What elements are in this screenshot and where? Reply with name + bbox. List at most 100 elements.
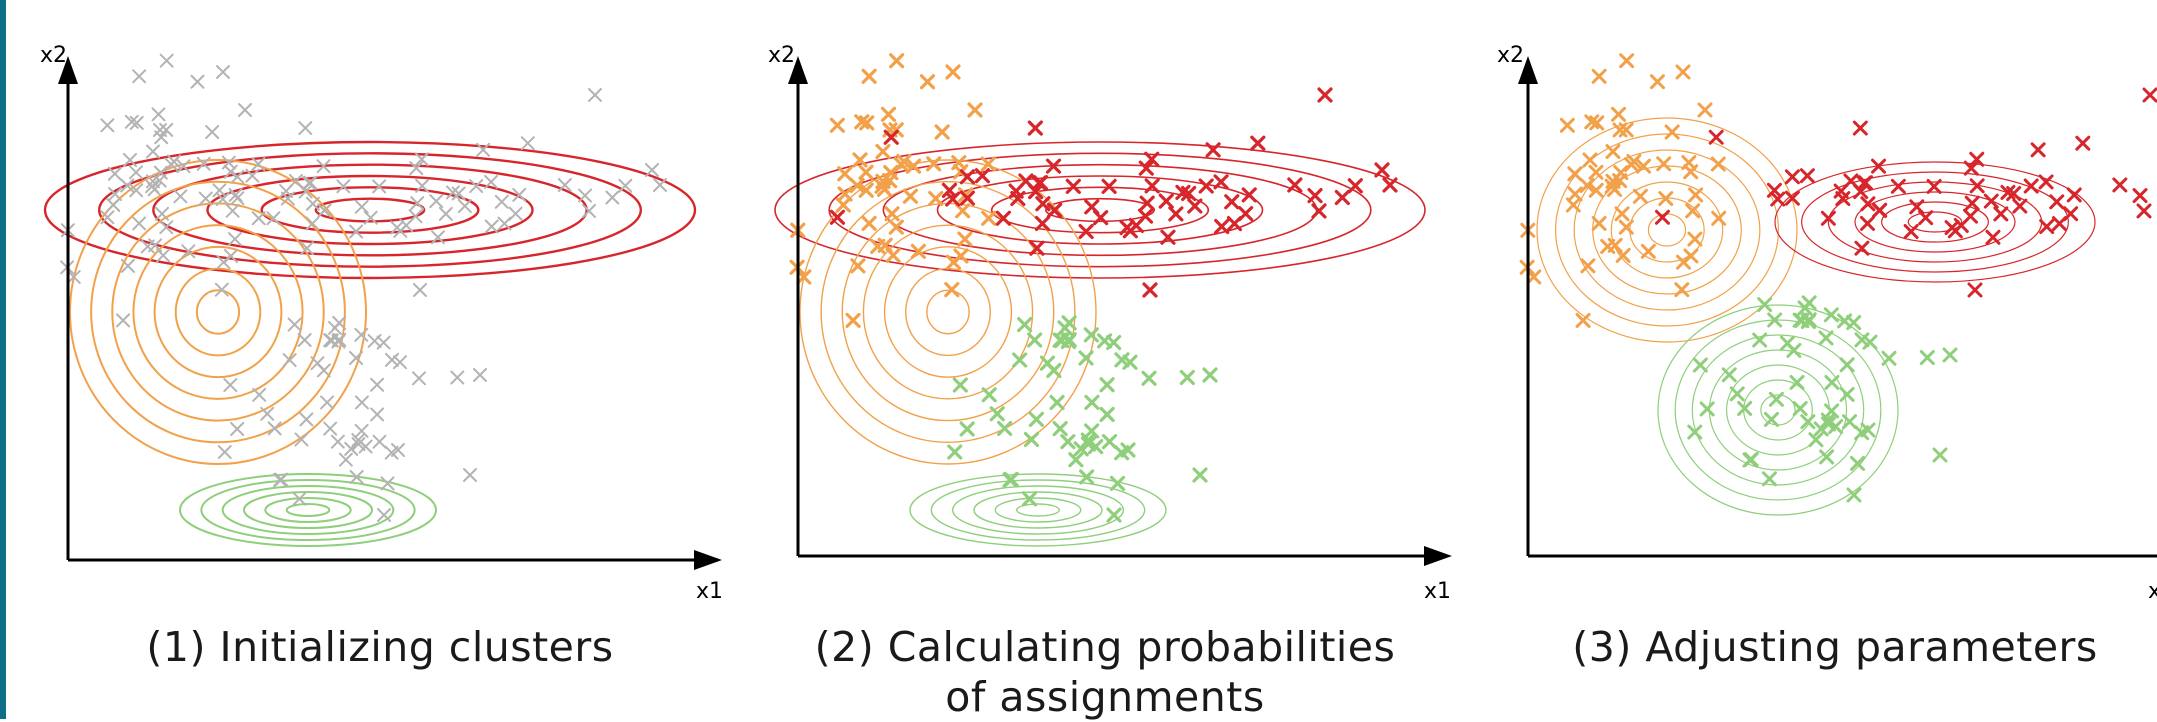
green-point	[1002, 472, 1018, 488]
panel-3-axes: x2 x1	[1497, 43, 2157, 604]
red-point	[1374, 162, 1390, 178]
red-point	[1010, 190, 1026, 207]
data-point	[100, 210, 115, 225]
data-point	[438, 206, 453, 221]
red-point	[883, 129, 899, 145]
data-point	[305, 196, 320, 211]
orange-point	[1675, 64, 1691, 80]
data-point	[497, 216, 512, 231]
red-cluster-contour	[936, 175, 1264, 245]
red-point	[829, 209, 846, 225]
red-cluster-contour	[1881, 201, 1989, 243]
red-point	[1168, 206, 1184, 222]
orange-cluster-contour	[111, 202, 325, 422]
orange-cluster-contour	[174, 267, 262, 357]
orange-cluster-contour	[1536, 117, 1798, 343]
red-point	[1198, 178, 1214, 194]
orange-point	[1623, 157, 1639, 173]
red-point	[1859, 215, 1875, 231]
orange-point	[875, 143, 891, 160]
red-point	[1963, 160, 1979, 176]
data-point	[297, 333, 312, 347]
red-cluster-contour	[774, 141, 1426, 279]
orange-point	[1687, 231, 1703, 247]
data-point	[299, 412, 314, 427]
green-point	[997, 420, 1013, 436]
red-point	[1205, 142, 1221, 158]
data-point	[328, 320, 343, 335]
red-point	[2075, 135, 2091, 151]
green-point	[989, 406, 1005, 422]
red-point	[2066, 187, 2082, 203]
left-accent-bar	[0, 0, 6, 719]
caption-panel-3: (3) Adjusting parameters	[1572, 623, 2098, 671]
red-point	[1820, 210, 1836, 226]
data-point	[323, 421, 338, 436]
data-point	[181, 244, 196, 259]
y-axis-arrow	[1518, 56, 1538, 84]
red-point	[959, 190, 975, 206]
orange-point	[852, 152, 868, 168]
red-point	[1857, 175, 1873, 191]
data-point	[145, 144, 160, 159]
orange-point	[1674, 282, 1690, 298]
data-point	[108, 187, 123, 202]
green-cluster-contour	[285, 503, 331, 517]
green-point	[1202, 367, 1218, 383]
red-point	[1964, 195, 1980, 211]
data-point	[305, 216, 320, 231]
orange-point	[944, 282, 960, 298]
red-point	[2112, 177, 2128, 193]
green-point	[1052, 332, 1068, 348]
orange-point	[1575, 312, 1591, 328]
orange-point	[1589, 115, 1605, 131]
green-cluster-contour	[1708, 349, 1848, 471]
red-point	[1028, 183, 1044, 200]
data-point	[282, 353, 297, 368]
red-cluster-contour	[1854, 191, 2016, 253]
orange-point	[1683, 164, 1699, 180]
data-point	[251, 157, 266, 172]
x-axis-arrow	[1424, 546, 1452, 566]
green-point	[1721, 367, 1737, 383]
data-point	[578, 188, 593, 203]
red-point	[1871, 203, 1887, 219]
green-point	[1028, 411, 1045, 427]
orange-point	[888, 219, 904, 235]
green-point	[1789, 374, 1805, 390]
orange-point	[905, 158, 922, 174]
red-point	[1158, 193, 1174, 209]
red-point	[941, 182, 958, 198]
orange-point	[945, 64, 961, 80]
orange-point	[957, 231, 973, 247]
orange-point	[1618, 219, 1634, 235]
data-point	[588, 88, 602, 102]
green-point	[1692, 357, 1708, 373]
panel-3-ellipses	[1536, 117, 2096, 516]
red-point	[1029, 240, 1045, 256]
orange-cluster-contour	[926, 289, 970, 335]
y-axis-arrow	[788, 56, 808, 84]
red-point	[1784, 169, 1800, 185]
green-point	[1881, 350, 1897, 366]
data-point	[159, 220, 174, 235]
red-point	[1860, 196, 1876, 212]
orange-point	[1526, 269, 1542, 285]
data-point	[230, 191, 245, 206]
red-point	[945, 191, 961, 207]
red-point	[1890, 178, 1906, 194]
red-point	[1045, 158, 1062, 174]
red-point	[1144, 178, 1160, 194]
orange-point	[955, 203, 971, 219]
orange-cluster-contour	[841, 202, 1055, 422]
green-point	[1742, 452, 1758, 468]
data-point	[176, 159, 191, 174]
green-point	[1120, 442, 1136, 458]
orange-point	[1579, 177, 1595, 193]
data-point	[298, 121, 313, 136]
green-point	[1687, 424, 1703, 440]
orange-cluster-contour	[153, 245, 283, 379]
panel-1-ellipses	[43, 140, 697, 547]
orange-point	[926, 156, 942, 172]
orange-cluster-contour	[905, 267, 991, 357]
